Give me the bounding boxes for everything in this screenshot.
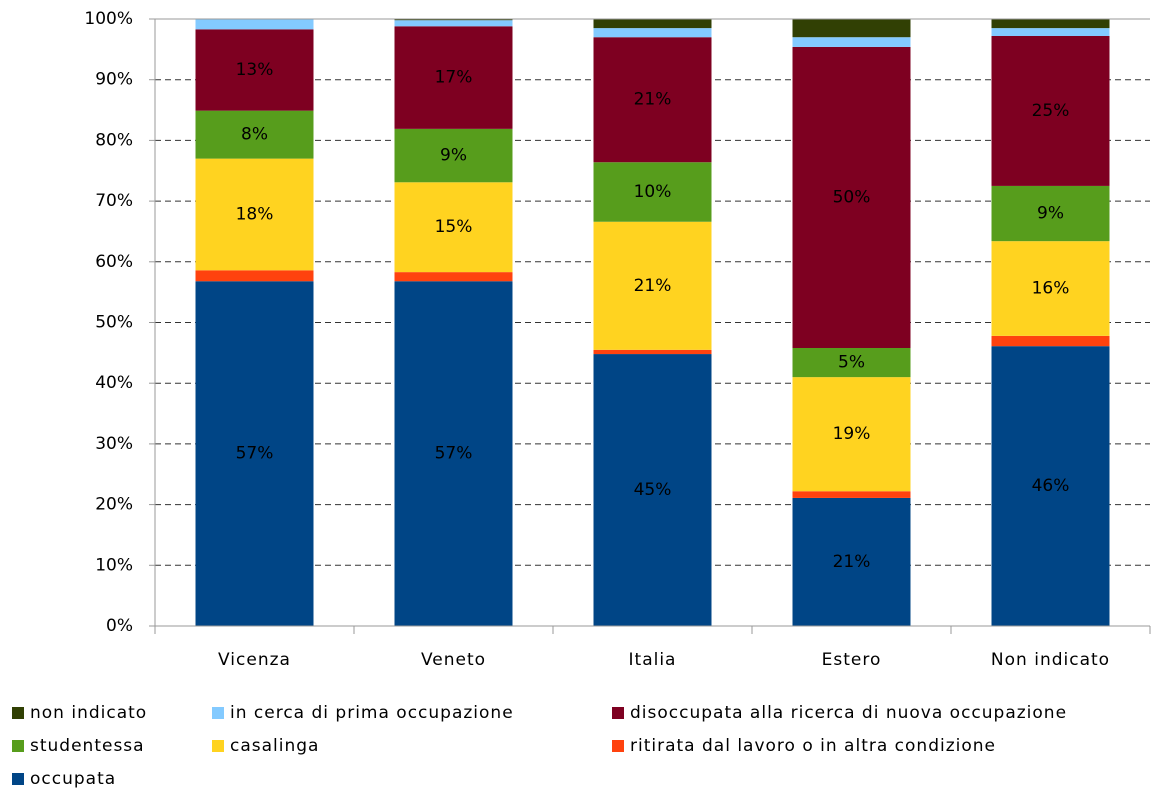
legend-label: studentessa [30, 736, 145, 756]
data-label: 18% [236, 204, 274, 224]
data-label: 13% [236, 60, 274, 80]
data-label: 21% [634, 276, 672, 296]
data-label: 19% [833, 424, 871, 444]
bar-segment [394, 26, 513, 129]
bar-segment [991, 28, 1110, 36]
x-tick-label: Estero [822, 650, 882, 670]
legend-label: in cerca di prima occupazione [230, 703, 514, 723]
x-tick-label: Italia [629, 650, 677, 670]
legend-label: occupata [30, 769, 116, 789]
bar-segment [195, 158, 314, 271]
x-tick-label: Veneto [421, 650, 486, 670]
bar-segment [792, 19, 911, 38]
data-label: 9% [1037, 204, 1064, 224]
data-label: 25% [1032, 101, 1070, 121]
bar-segment [991, 241, 1110, 336]
bar-segment [195, 29, 314, 111]
data-label: 46% [1032, 476, 1070, 496]
bar-segment [792, 377, 911, 492]
data-label: 9% [440, 146, 467, 166]
bar-segment [593, 19, 712, 29]
y-tick-label: 20% [95, 495, 133, 515]
bar-segment [394, 281, 513, 626]
legend-label: casalinga [230, 736, 319, 756]
bar-segment [593, 221, 712, 350]
bar-segment [991, 335, 1110, 347]
bar-segment [792, 37, 911, 47]
y-tick-label: 10% [95, 555, 133, 575]
bar-segment [195, 110, 314, 159]
data-label: 16% [1032, 279, 1070, 299]
y-tick-label: 80% [95, 130, 133, 150]
bar-segment [195, 270, 314, 282]
legend-label: disoccupata alla ricerca di nuova occupa… [630, 703, 1067, 723]
y-tick-label: 40% [95, 373, 133, 393]
data-label: 10% [634, 182, 672, 202]
bar-segment [394, 182, 513, 273]
y-tick-label: 70% [95, 191, 133, 211]
bar-segment [394, 20, 513, 27]
x-tick-label: Non indicato [991, 650, 1110, 670]
legend-swatch [612, 740, 624, 752]
bar-segment [195, 19, 314, 30]
data-label: 50% [833, 187, 871, 207]
bar-segment [394, 128, 513, 183]
y-tick-label: 60% [95, 252, 133, 272]
bar-segment [792, 497, 911, 626]
bar-segment [593, 349, 712, 355]
legend-label: non indicato [30, 703, 147, 723]
legend-swatch [612, 707, 624, 719]
bar-segment [195, 281, 314, 626]
data-label: 5% [838, 353, 865, 373]
bar-segment [394, 19, 513, 21]
y-tick-label: 50% [95, 313, 133, 333]
y-tick-label: 90% [95, 70, 133, 90]
data-label: 21% [634, 90, 672, 110]
y-tick-label: 0% [106, 616, 133, 636]
x-tick-label: Vicenza [218, 650, 291, 670]
data-label: 57% [435, 444, 473, 464]
bar-segment [593, 28, 712, 38]
bar-segment [792, 347, 911, 378]
bar-segment [394, 272, 513, 282]
data-label: 57% [236, 444, 274, 464]
bar-segment [991, 35, 1110, 186]
legend-swatch [12, 740, 24, 752]
data-label: 8% [241, 125, 268, 145]
legend-label: ritirata dal lavoro o in altra condizion… [630, 736, 996, 756]
bar-segment [593, 37, 712, 163]
legend-swatch [212, 740, 224, 752]
y-tick-label: 30% [95, 434, 133, 454]
legend-swatch [12, 707, 24, 719]
bar-segment [991, 346, 1110, 626]
bar-segment [991, 185, 1110, 242]
legend-swatch [12, 773, 24, 785]
data-label: 21% [833, 552, 871, 572]
data-label: 17% [435, 68, 473, 88]
y-tick-label: 100% [84, 9, 133, 29]
data-label: 15% [435, 217, 473, 237]
data-label: 45% [634, 480, 672, 500]
bar-segment [991, 19, 1110, 29]
bar-segment [593, 162, 712, 222]
legend-swatch [212, 707, 224, 719]
bar-segment [792, 46, 911, 348]
bar-segment [792, 491, 911, 498]
bar-segment [593, 354, 712, 626]
